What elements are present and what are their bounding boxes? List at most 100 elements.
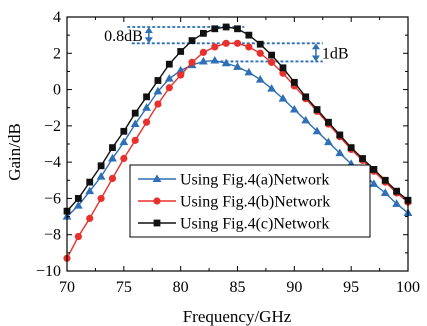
data-point-triangle [130, 119, 140, 128]
data-point-triangle [335, 148, 345, 157]
data-point-circle [131, 136, 139, 144]
y-tick-label: −4 [44, 154, 61, 171]
data-point-circle [108, 174, 117, 183]
data-point-circle [74, 232, 82, 241]
axes: 70 75 80 85 90 95 100 −10 −8 −6 −4 −2 0 2 4 [36, 9, 420, 296]
legend: Using Fig.4(a)Network Using Fig.4(b)Netwo… [129, 164, 371, 238]
data-point-circle [154, 100, 162, 108]
data-point-square [97, 162, 105, 170]
data-point-circle [256, 49, 264, 57]
arrow-1db-head-top [311, 43, 320, 50]
data-point-square [120, 127, 128, 135]
legend-entry-circle: Using Fig.4(b)Network [138, 194, 330, 211]
data-point-triangle [199, 56, 208, 65]
data-point-triangle [267, 84, 276, 92]
data-point-triangle [301, 115, 311, 124]
data-point-circle [177, 71, 185, 79]
data-point-circle [211, 43, 219, 51]
data-point-square [347, 144, 355, 152]
data-point-circle [165, 84, 173, 92]
data-point-circle [233, 39, 242, 47]
series-square [63, 23, 412, 215]
y-tick-label: −6 [44, 190, 61, 207]
annotation-0-8db: 0.8dB [104, 28, 143, 45]
data-point-circle [268, 58, 276, 66]
legend-entry-square: Using Fig.4(c)Network [138, 216, 329, 233]
data-point-circle [142, 118, 151, 126]
data-point-square [325, 118, 332, 126]
y-tick-label: −2 [44, 118, 61, 135]
y-tick-label: 2 [53, 45, 61, 62]
data-point-square [200, 29, 207, 37]
data-point-triangle [119, 137, 129, 146]
data-point-triangle [289, 104, 299, 113]
data-point-circle [86, 214, 94, 222]
data-point-triangle [221, 58, 231, 67]
data-point-circle [199, 48, 207, 56]
data-point-square [268, 51, 275, 59]
arrow-1db-head-bottom [311, 55, 320, 62]
data-point-circle [120, 154, 128, 163]
data-point-triangle [244, 67, 254, 76]
x-tick-label: 75 [116, 279, 132, 296]
arrow-1db [311, 43, 320, 62]
data-point-square [302, 93, 310, 101]
arrow-0-8db-head-top [144, 26, 153, 33]
x-tick-label: 95 [343, 279, 359, 296]
arrow-0-8db [144, 26, 153, 44]
data-point-triangle [164, 74, 174, 82]
legend-marker [152, 174, 162, 182]
data-point-square [370, 166, 378, 173]
x-tick-label: 100 [396, 279, 420, 296]
arrow-0-8db-head-bottom [144, 37, 153, 44]
data-point-square [131, 109, 139, 117]
data-point-triangle [255, 74, 265, 83]
series-layer [62, 23, 413, 262]
data-point-triangle [312, 126, 322, 135]
data-point-circle [97, 194, 105, 203]
data-point-square [143, 93, 150, 101]
legend-label: Using Fig.4(a)Network [180, 172, 329, 189]
data-point-triangle [153, 86, 163, 95]
x-axis-label: Frequency/GHz [183, 307, 292, 326]
data-point-triangle [324, 137, 333, 146]
x-tick-label: 90 [286, 279, 302, 296]
legend-label: Using Fig.4(c)Network [180, 216, 329, 233]
data-point-circle [245, 43, 253, 51]
data-point-square [393, 187, 401, 195]
data-point-circle [279, 69, 287, 77]
data-point-triangle [233, 62, 242, 70]
data-point-square [188, 37, 196, 44]
data-point-square [336, 131, 344, 139]
data-point-square [245, 31, 253, 39]
data-point-triangle [380, 188, 390, 196]
data-point-square [177, 48, 185, 55]
legend-label: Using Fig.4(b)Network [180, 194, 330, 211]
data-point-triangle [369, 179, 379, 187]
data-point-square [165, 60, 173, 68]
data-point-square [290, 78, 298, 86]
data-point-square [381, 176, 389, 184]
legend-marker [153, 219, 161, 227]
y-tick-label: 0 [53, 82, 61, 99]
y-tick-label: 4 [53, 9, 61, 26]
data-point-circle [222, 39, 230, 47]
data-point-triangle [73, 201, 83, 209]
data-point-triangle [278, 94, 288, 102]
y-tick-label: −8 [44, 227, 61, 244]
x-tick-label: 80 [173, 279, 189, 296]
data-point-triangle [96, 172, 106, 180]
y-tick-label: −10 [36, 263, 61, 280]
data-point-triangle [108, 153, 117, 162]
data-point-square [222, 23, 230, 31]
data-point-square [86, 178, 94, 186]
annotation-1db: 1dB [322, 45, 349, 62]
data-point-square [154, 77, 162, 84]
data-point-square [234, 25, 241, 33]
data-point-square [256, 40, 264, 48]
data-point-square [279, 64, 287, 72]
x-tick-label: 70 [59, 279, 75, 296]
legend-entry-triangle: Using Fig.4(a)Network [138, 172, 329, 189]
data-point-square [109, 144, 116, 152]
